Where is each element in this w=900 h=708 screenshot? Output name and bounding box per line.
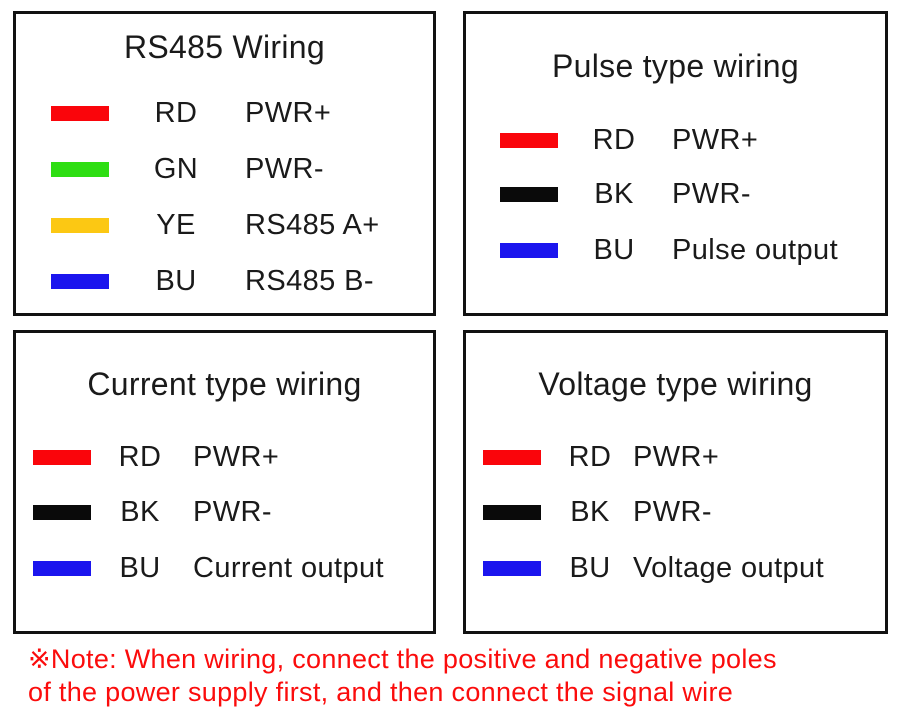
panel-title: Voltage type wiring — [538, 366, 813, 402]
wire-label: Voltage output — [633, 552, 825, 584]
wire-label: PWR+ — [193, 441, 280, 473]
wire-label: RS485 B- — [245, 265, 374, 297]
wire-swatch-green-icon — [51, 162, 109, 177]
wire-swatch-blue-icon — [483, 561, 541, 576]
wire-label: PWR+ — [245, 97, 332, 129]
wire-code: BU — [155, 265, 197, 297]
wire-swatch-blue-icon — [500, 243, 558, 258]
wire-row: RD PWR+ — [466, 123, 885, 157]
wire-code: BK — [570, 496, 610, 528]
wire-swatch-red-icon — [51, 106, 109, 121]
wire-row: BK PWR- — [466, 495, 885, 529]
wire-label: PWR- — [193, 496, 272, 528]
wire-code: BU — [593, 234, 635, 266]
wire-row: YE RS485 A+ — [16, 208, 433, 242]
wire-code: RD — [154, 97, 198, 129]
panel-rs485-wiring: RS485 Wiring RD PWR+ GN PWR- YE RS485 A+… — [13, 11, 436, 316]
note-line-2: of the power supply first, and then conn… — [28, 676, 734, 707]
wire-code: BU — [569, 552, 611, 584]
wire-code: BU — [119, 552, 161, 584]
panel-current-type-wiring: Current type wiring RD PWR+ BK PWR- BU C… — [13, 330, 436, 634]
wire-label: RS485 A+ — [245, 209, 380, 241]
wire-code: RD — [118, 441, 162, 473]
wire-label: PWR+ — [633, 441, 720, 473]
wire-label: PWR- — [633, 496, 712, 528]
wire-row: BU RS485 B- — [16, 264, 433, 298]
wire-label: PWR- — [672, 178, 751, 210]
wire-swatch-red-icon — [500, 133, 558, 148]
panel-title: Current type wiring — [87, 366, 362, 402]
wire-code: RD — [568, 441, 612, 473]
wire-label: PWR- — [245, 153, 324, 185]
wire-swatch-blue-icon — [51, 274, 109, 289]
wire-row: RD PWR+ — [466, 440, 885, 474]
panel-title: Pulse type wiring — [552, 48, 799, 84]
wire-code: GN — [153, 153, 199, 185]
wire-row: BU Voltage output — [466, 551, 885, 585]
wire-code: BK — [594, 178, 634, 210]
panel-pulse-type-wiring: Pulse type wiring RD PWR+ BK PWR- BU Pul… — [463, 11, 888, 316]
wire-row: GN PWR- — [16, 152, 433, 186]
wire-label: Pulse output — [672, 234, 839, 266]
wire-code: RD — [592, 124, 636, 156]
panel-voltage-type-wiring: Voltage type wiring RD PWR+ BK PWR- BU V… — [463, 330, 888, 634]
wire-swatch-black-icon — [483, 505, 541, 520]
wire-row: RD PWR+ — [16, 440, 433, 474]
wire-row: RD PWR+ — [16, 96, 433, 130]
wire-row: BU Current output — [16, 551, 433, 585]
wire-row: BU Pulse output — [466, 233, 885, 267]
wire-label: Current output — [193, 552, 384, 584]
wire-code: YE — [156, 209, 196, 241]
wire-label: PWR+ — [672, 124, 759, 156]
wire-swatch-red-icon — [483, 450, 541, 465]
wire-row: BK PWR- — [466, 177, 885, 211]
wire-swatch-yellow-icon — [51, 218, 109, 233]
note-line-1: ※Note: When wiring, connect the positive… — [28, 644, 777, 674]
wire-swatch-red-icon — [33, 450, 91, 465]
wire-swatch-black-icon — [33, 505, 91, 520]
wire-swatch-black-icon — [500, 187, 558, 202]
wiring-note: ※Note: When wiring, connect the positive… — [28, 643, 777, 708]
wire-row: BK PWR- — [16, 495, 433, 529]
panel-title: RS485 Wiring — [123, 29, 325, 65]
wire-swatch-blue-icon — [33, 561, 91, 576]
wire-code: BK — [120, 496, 160, 528]
